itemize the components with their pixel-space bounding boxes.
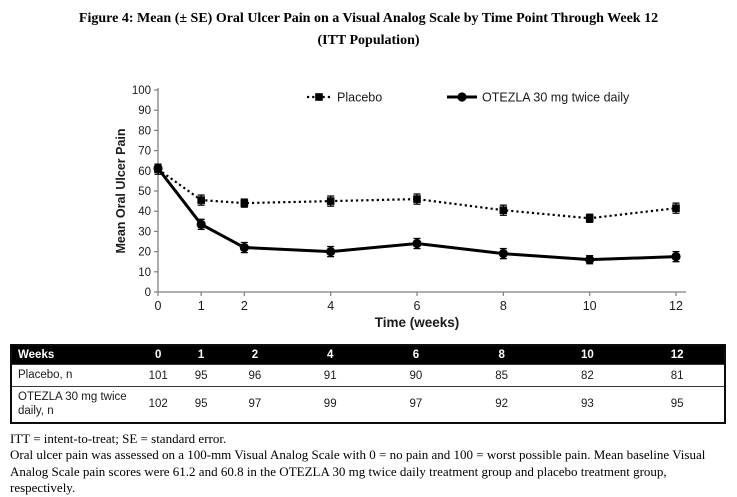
legend-marker-circle [457,92,467,102]
series-line [157,168,677,220]
table-header-cell: 6 [373,345,459,365]
marker-circle [671,252,681,262]
footnotes: ITT = intent-to-treat; SE = standard err… [10,431,727,497]
table-cell: 90 [373,364,459,387]
table-header-cell: 0 [136,345,180,365]
x-tick-label: 12 [669,299,683,313]
x-tick-label: 10 [583,299,597,313]
y-tick-label: 80 [138,126,151,138]
marker-square [154,165,162,174]
x-tick-label: 6 [414,299,421,313]
table-header-cell: 2 [222,345,288,365]
figure-title-line1: Figure 4: Mean (± SE) Oral Ulcer Pain on… [78,11,659,26]
y-tick-label: 40 [138,207,151,219]
table-cell: 102 [136,385,180,423]
table-header-cell: 8 [458,345,545,365]
y-tick-label: 30 [138,227,151,239]
legend-entry-otezla: OTEZLA 30 mg twice daily [447,91,630,105]
marker-square [499,206,508,215]
table-header-cell: 1 [179,345,223,365]
y-tick-label: 50 [138,186,151,198]
table-cell: 97 [373,385,459,423]
table-row-label: Placebo, n [11,364,137,387]
x-tick-label: 0 [155,299,162,313]
y-tick-label: 90 [138,106,151,118]
table-cell: 82 [544,364,631,387]
table-header-cell: 12 [630,345,725,365]
table-cell: 91 [287,364,374,387]
series-placebo [154,163,680,224]
marker-circle [585,255,595,265]
series-line [156,167,677,262]
table-cell: 92 [458,385,545,423]
table-row: OTEZLA 30 mg twice daily, n 102 95 97 99 97 92… [11,385,725,423]
table-header-cell: 10 [544,345,631,365]
x-axis-title: Time (weeks) [375,315,460,330]
table-cell: 99 [287,385,374,423]
marker-square [197,196,205,205]
table-cell: 96 [222,364,288,387]
marker-square [672,204,680,213]
legend-label: Placebo [337,91,382,105]
legend-label: OTEZLA 30 mg twice daily [482,91,630,105]
table-row: Placebo, n 101 95 96 91 90 85 82 81 [11,364,725,387]
footnote-abbreviations: ITT = intent-to-treat; SE = standard err… [10,430,227,446]
table-cell: 95 [179,364,223,387]
table-body: Placebo, n 101 95 96 91 90 85 82 81 OTEZLA 30 mg … [11,364,725,423]
marker-square [413,195,421,204]
y-tick-label: 60 [138,166,151,178]
marker-circle [196,220,206,230]
table-cell: 93 [544,385,631,423]
table-cell: 101 [136,364,180,387]
figure-title: Figure 4: Mean (± SE) Oral Ulcer Pain on… [0,0,737,51]
marker-circle [326,247,336,257]
y-tick-label: 0 [145,287,151,299]
n-by-week-table: Weeks 0 1 2 4 6 8 10 12 Placebo, n 101 95 96 91 90 85 8… [10,344,726,424]
x-tick-label: 4 [327,299,334,313]
series-otezla [153,164,681,265]
marker-circle [239,243,249,253]
y-tick-label: 70 [138,146,151,158]
marker-square [585,214,594,223]
table-header-row: Weeks 0 1 2 4 6 8 10 12 [11,345,725,365]
x-tick-label: 1 [198,299,205,313]
table-cell: 97 [222,385,288,423]
table-row-label: OTEZLA 30 mg twice daily, n [11,385,137,423]
marker-circle [412,239,422,249]
marker-circle [498,249,508,259]
table-header-cell: 4 [287,345,374,365]
table-cell: 95 [630,385,725,423]
x-tick-label: 8 [500,299,507,313]
y-tick-label: 10 [138,267,151,279]
table-cell: 81 [630,364,725,387]
legend-marker-square [315,93,323,102]
footnote-description: Oral ulcer pain was assessed on a 100-mm… [10,447,706,496]
y-tick-label: 20 [138,247,151,259]
legend-entry-placebo: Placebo [307,91,382,105]
y-tick-label: 100 [132,85,151,97]
x-tick-label: 2 [241,299,248,313]
table-header-cell: Weeks [11,345,137,365]
y-axis-title: Mean Oral Ulcer Pain [114,129,128,254]
table-cell: 95 [179,385,223,423]
table-cell: 85 [458,364,545,387]
marker-square [326,197,335,206]
marker-square [240,199,249,208]
figure-title-line2: (ITT Population) [317,32,420,48]
